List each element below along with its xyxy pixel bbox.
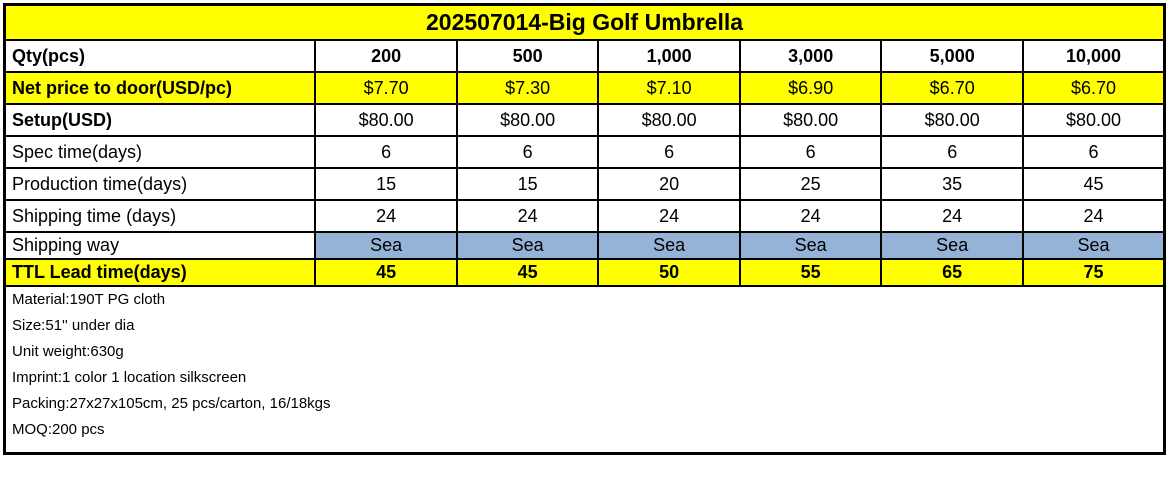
setup-cell: $80.00 (455, 103, 600, 137)
shipping-way-cell: Sea (314, 231, 458, 260)
spec-time-cell: 6 (1021, 135, 1166, 169)
production-time-cell: 20 (597, 167, 741, 201)
notes-row: Material:190T PG cloth Size:51'' under d… (3, 285, 1166, 455)
sheet-title: 202507014-Big Golf Umbrella (3, 3, 1166, 41)
production-time-cell: 35 (880, 167, 1024, 201)
production-time-cell: 45 (1021, 167, 1166, 201)
note-moq: MOQ:200 pcs (12, 421, 105, 438)
production-time-cell: 15 (455, 167, 600, 201)
net-price-cell: $6.90 (738, 71, 883, 105)
ttl-lead-time-cell: 75 (1021, 258, 1166, 287)
row-label-setup: Setup(USD) (3, 103, 317, 137)
qty-value-cell: 5,000 (880, 39, 1024, 73)
qty-value-cell: 500 (455, 39, 600, 73)
row-label-ttl-lead-time: TTL Lead time(days) (3, 258, 317, 287)
setup-cell: $80.00 (738, 103, 883, 137)
shipping-way-cell: Sea (455, 231, 600, 260)
shipping-time-cell: 24 (738, 199, 883, 233)
spec-time-cell: 6 (738, 135, 883, 169)
row-label-net-price: Net price to door(USD/pc) (3, 71, 317, 105)
ttl-lead-time-cell: 65 (880, 258, 1024, 287)
row-label-shipping-way: Shipping way (3, 231, 317, 260)
row-label-spec-time: Spec time(days) (3, 135, 317, 169)
ttl-lead-time-cell: 55 (738, 258, 883, 287)
row-ttl-lead-time: TTL Lead time(days) 45 45 50 55 65 75 (3, 258, 1166, 287)
qty-value-cell: 200 (314, 39, 458, 73)
note-packing: Packing:27x27x105cm, 25 pcs/carton, 16/1… (12, 395, 331, 412)
pricing-sheet: 202507014-Big Golf Umbrella Qty(pcs) 200… (0, 3, 1169, 478)
net-price-cell: $7.70 (314, 71, 458, 105)
net-price-cell: $7.10 (597, 71, 741, 105)
ttl-lead-time-cell: 45 (314, 258, 458, 287)
title-row: 202507014-Big Golf Umbrella (3, 3, 1166, 41)
row-shipping-way: Shipping way Sea Sea Sea Sea Sea Sea (3, 231, 1166, 260)
setup-cell: $80.00 (597, 103, 741, 137)
note-unit-weight: Unit weight:630g (12, 343, 124, 360)
row-label-production-time: Production time(days) (3, 167, 317, 201)
shipping-time-cell: 24 (597, 199, 741, 233)
row-shipping-time: Shipping time (days) 24 24 24 24 24 24 (3, 199, 1166, 233)
row-spec-time: Spec time(days) 6 6 6 6 6 6 (3, 135, 1166, 169)
row-label-qty: Qty(pcs) (3, 39, 317, 73)
ttl-lead-time-cell: 50 (597, 258, 741, 287)
qty-value-cell: 3,000 (738, 39, 883, 73)
qty-value-cell: 1,000 (597, 39, 741, 73)
production-time-cell: 25 (738, 167, 883, 201)
note-imprint: Imprint:1 color 1 location silkscreen (12, 369, 247, 386)
ttl-lead-time-cell: 45 (455, 258, 600, 287)
production-time-cell: 15 (314, 167, 458, 201)
row-setup: Setup(USD) $80.00 $80.00 $80.00 $80.00 $… (3, 103, 1166, 137)
spec-time-cell: 6 (455, 135, 600, 169)
row-label-shipping-time: Shipping time (days) (3, 199, 317, 233)
shipping-way-cell: Sea (738, 231, 883, 260)
setup-cell: $80.00 (880, 103, 1024, 137)
note-material: Material:190T PG cloth (12, 291, 166, 308)
row-qty: Qty(pcs) 200 500 1,000 3,000 5,000 10,00… (3, 39, 1166, 73)
shipping-time-cell: 24 (1021, 199, 1166, 233)
shipping-time-cell: 24 (455, 199, 600, 233)
row-production-time: Production time(days) 15 15 20 25 35 45 (3, 167, 1166, 201)
shipping-time-cell: 24 (880, 199, 1024, 233)
setup-cell: $80.00 (314, 103, 458, 137)
net-price-cell: $6.70 (880, 71, 1024, 105)
pricing-table: 202507014-Big Golf Umbrella Qty(pcs) 200… (3, 3, 1166, 455)
spec-time-cell: 6 (880, 135, 1024, 169)
notes-section: Material:190T PG cloth Size:51'' under d… (3, 285, 1166, 455)
net-price-cell: $6.70 (1021, 71, 1166, 105)
shipping-way-cell: Sea (880, 231, 1024, 260)
shipping-time-cell: 24 (314, 199, 458, 233)
shipping-way-cell: Sea (597, 231, 741, 260)
spec-time-cell: 6 (597, 135, 741, 169)
net-price-cell: $7.30 (455, 71, 600, 105)
row-net-price: Net price to door(USD/pc) $7.70 $7.30 $7… (3, 71, 1166, 105)
shipping-way-cell: Sea (1021, 231, 1166, 260)
setup-cell: $80.00 (1021, 103, 1166, 137)
note-size: Size:51'' under dia (12, 317, 135, 334)
qty-value-cell: 10,000 (1021, 39, 1166, 73)
spec-time-cell: 6 (314, 135, 458, 169)
